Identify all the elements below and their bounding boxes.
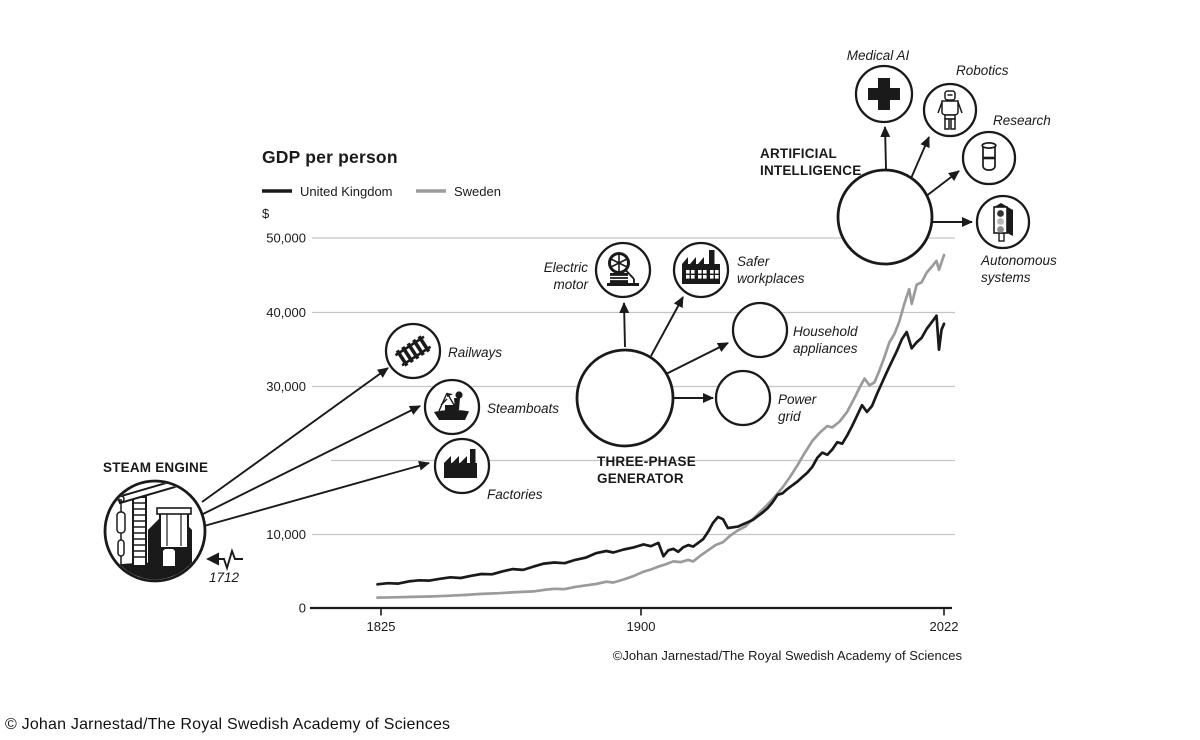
steam-engine-year: 1712 xyxy=(209,570,240,585)
three-phase-title-line2: GENERATOR xyxy=(597,471,684,486)
arrow-ai-to-medical xyxy=(880,126,891,170)
artificial-intelligence-badge xyxy=(836,168,934,266)
research-badge xyxy=(961,130,1017,186)
artificial-intelligence-circle xyxy=(836,168,934,266)
safe-factory-icon xyxy=(682,250,720,284)
chart-attribution: ©Johan Jarnestad/The Royal Swedish Acade… xyxy=(613,648,963,663)
factories-badge xyxy=(433,437,491,495)
steam-engine-title: STEAM ENGINE xyxy=(103,460,208,475)
three-phase-generator-badge xyxy=(575,348,675,448)
footer-copyright: © Johan Jarnestad/The Royal Swedish Acad… xyxy=(5,716,451,733)
three-phase-generator-circle xyxy=(575,348,675,448)
arrow-steam-to-factories xyxy=(203,460,430,527)
arrow-1712-head xyxy=(206,552,219,566)
y-axis-unit: $ xyxy=(262,206,270,221)
electric-motor-icon xyxy=(607,252,639,286)
arrow-generator-to-safer-workplaces xyxy=(650,296,684,357)
arrow-steam-to-railways xyxy=(201,367,389,503)
railways-icon xyxy=(394,335,432,367)
x-axis-labels: 1825 1900 2022 xyxy=(367,619,959,634)
factory-icon xyxy=(444,449,477,478)
household-appliances-label-line2: appliances xyxy=(793,341,858,356)
research-label: Research xyxy=(993,113,1051,128)
arrow-generator-to-household-appliances xyxy=(665,342,729,375)
arrow-ai-to-robotics xyxy=(908,136,930,184)
power-grid-badge xyxy=(714,369,772,427)
y-tick-10000: 10,000 xyxy=(266,527,306,542)
railways-badge xyxy=(384,322,442,380)
safer-workplaces-badge xyxy=(672,241,730,299)
power-grid-label-line1: Power xyxy=(778,392,817,407)
y-tick-0: 0 xyxy=(299,601,306,616)
steamboats-badge xyxy=(423,378,481,436)
x-tick-label-1825: 1825 xyxy=(367,619,396,634)
power-grid-label-line2: grid xyxy=(778,409,801,424)
data-series xyxy=(376,253,946,599)
autonomous-systems-badge xyxy=(975,194,1031,250)
test-tube-icon xyxy=(981,142,997,171)
y-tick-50000: 50,000 xyxy=(266,231,306,246)
y-tick-30000: 30,000 xyxy=(266,379,306,394)
electric-motor-badge xyxy=(594,241,652,299)
series-sweden xyxy=(376,253,946,599)
y-axis-labels: 50,000 40,000 30,000 10,000 0 xyxy=(266,231,306,616)
annotation-arrows xyxy=(201,126,973,572)
three-phase-title-line1: THREE-PHASE xyxy=(597,454,696,469)
ai-title-line1: ARTIFICIAL xyxy=(760,146,837,161)
steam-engine-icon xyxy=(106,482,204,580)
steamboat-icon xyxy=(434,391,469,420)
arrow-1712-zigzag xyxy=(219,548,243,572)
chart-title: GDP per person xyxy=(262,147,398,167)
household-appliances-badge xyxy=(731,301,789,359)
y-tick-40000: 40,000 xyxy=(266,305,306,320)
electric-motor-label-line2: motor xyxy=(553,277,588,292)
series-uk xyxy=(376,314,946,586)
household-appliances-label-line1: Household xyxy=(793,324,858,339)
robotics-label: Robotics xyxy=(956,63,1009,78)
factories-label: Factories xyxy=(487,487,543,502)
arrow-generator-to-electric-motor xyxy=(619,302,630,348)
safer-workplaces-label-line1: Safer xyxy=(737,254,770,269)
x-tick-label-1900: 1900 xyxy=(627,619,656,634)
ai-title-line2: INTELLIGENCE xyxy=(760,163,861,178)
household-appliances-circle xyxy=(731,301,789,359)
x-tick-label-2022: 2022 xyxy=(930,619,959,634)
arrow-steam-to-steamboats xyxy=(202,405,421,515)
autonomous-systems-label-line1: Autonomous xyxy=(980,253,1057,268)
medical-ai-label: Medical AI xyxy=(847,48,910,63)
legend-label-united-kingdom: United Kingdom xyxy=(300,184,393,199)
steam-engine-badge xyxy=(103,479,207,583)
x-axis xyxy=(310,606,952,616)
steamboats-label: Steamboats xyxy=(487,401,559,416)
electric-motor-label-line1: Electric xyxy=(544,260,589,275)
legend: United Kingdom Sweden xyxy=(262,184,501,199)
legend-label-sweden: Sweden xyxy=(454,184,501,199)
arrow-ai-to-research xyxy=(924,170,960,198)
safer-workplaces-label-line2: workplaces xyxy=(737,271,805,286)
robotics-badge xyxy=(922,82,978,138)
robot-icon xyxy=(937,90,963,130)
traffic-light-icon xyxy=(993,203,1013,242)
power-grid-circle xyxy=(714,369,772,427)
autonomous-systems-label-line2: systems xyxy=(981,270,1031,285)
medical-ai-badge xyxy=(854,64,914,124)
railways-label: Railways xyxy=(448,345,502,360)
medical-cross-icon xyxy=(868,78,900,110)
